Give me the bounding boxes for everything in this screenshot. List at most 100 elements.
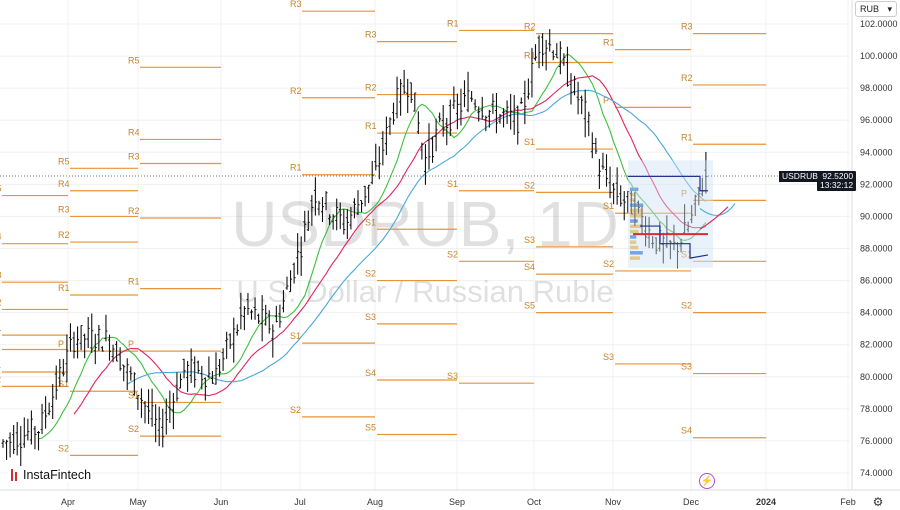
volume-bar bbox=[630, 229, 639, 234]
pivot-label: R1 bbox=[365, 121, 377, 131]
x-tick-label: Apr bbox=[61, 497, 75, 507]
x-tick-label: Sep bbox=[449, 497, 465, 507]
volume-bar bbox=[630, 208, 643, 213]
x-tick-label: Jun bbox=[214, 497, 229, 507]
volume-bar bbox=[630, 192, 635, 197]
pivot-label: P bbox=[128, 339, 134, 349]
brand-name: InstaFintech bbox=[23, 468, 92, 482]
pivot-label: R1 bbox=[681, 132, 693, 142]
pivot-label: S2 bbox=[365, 269, 376, 279]
moving-averages bbox=[38, 53, 707, 440]
pivot-label: P bbox=[681, 188, 687, 198]
brand-logo: InstaFintech bbox=[8, 468, 94, 482]
y-tick-label: 84.0000 bbox=[860, 308, 893, 318]
pivot-label: S2 bbox=[58, 443, 69, 453]
y-axis: 102.0000 100.0000 98.0000 96.0000 94.0000 92.… bbox=[851, 0, 898, 490]
x-tick-label: 2024 bbox=[756, 497, 776, 507]
pivot-label: S3 bbox=[524, 235, 535, 245]
bar-countdown: 13:32:12 bbox=[820, 180, 854, 190]
pivot-label: S1 bbox=[365, 217, 376, 227]
pivot-label: S1 bbox=[58, 379, 69, 389]
pivot-label: S4 bbox=[524, 262, 535, 272]
y-tick-label: 92.0000 bbox=[860, 179, 893, 189]
pivot-label: S1 bbox=[603, 201, 614, 211]
volume-bar bbox=[630, 224, 642, 229]
pivot-label: R2 bbox=[0, 297, 2, 307]
watermark-subtitle: U.S. Dollar / Russian Ruble bbox=[236, 274, 613, 309]
y-tick-label: 102.0000 bbox=[860, 19, 898, 29]
y-tick-label: 100.0000 bbox=[860, 51, 898, 61]
last-price-tag: USDRUB 92.5200 13:32:12 bbox=[779, 171, 857, 191]
pivot-label: R3 bbox=[290, 0, 302, 9]
volume-bar bbox=[630, 245, 639, 250]
pivot-label: R2 bbox=[681, 73, 693, 83]
x-tick-label: Nov bbox=[605, 497, 622, 507]
pivot-label: R1 bbox=[128, 277, 140, 287]
pivot-label: S4 bbox=[681, 426, 692, 436]
y-tick-label: 96.0000 bbox=[860, 115, 893, 125]
pivot-label: R1 bbox=[290, 163, 302, 173]
y-tick-label: 76.0000 bbox=[860, 436, 893, 446]
pivot-label: S5 bbox=[365, 423, 376, 433]
pivot-label: R1 bbox=[447, 18, 459, 28]
x-tick-label: Dec bbox=[683, 497, 700, 507]
pivot-label: S3 bbox=[681, 362, 692, 372]
pivot-levels: R5 R4 R3 R2 R1 P S1 S2 R5 R4 R3 R2 R1 P S1 S2 R5 R4 R3 R2 R1… bbox=[0, 0, 766, 456]
pivot-label: S3 bbox=[447, 371, 458, 381]
pivot-label: S1 bbox=[447, 179, 458, 189]
pivot-label: S1 bbox=[681, 249, 692, 259]
pivot-label: S2 bbox=[0, 374, 1, 384]
pivot-label: S2 bbox=[681, 301, 692, 311]
pivot-label: R2 bbox=[524, 22, 536, 32]
pivot-label: S2 bbox=[524, 180, 535, 190]
pivot-label: R3 bbox=[128, 152, 140, 162]
y-tick-label: 82.0000 bbox=[860, 340, 893, 350]
x-tick-label: Feb bbox=[840, 497, 856, 507]
candles bbox=[1, 29, 708, 467]
pivot-label: S2 bbox=[603, 259, 614, 269]
y-tick-label: 74.0000 bbox=[860, 468, 893, 478]
pivot-label: R2 bbox=[290, 86, 302, 96]
moving-average-line bbox=[126, 89, 707, 385]
moving-average-line bbox=[38, 53, 707, 440]
pivot-label: R1 bbox=[58, 283, 70, 293]
pivot-label: R4 bbox=[0, 232, 2, 242]
y-tick-label: 78.0000 bbox=[860, 404, 893, 414]
y-tick-label: 94.0000 bbox=[860, 147, 893, 157]
pivot-label: R5 bbox=[58, 156, 70, 166]
volume-bar bbox=[630, 219, 638, 223]
pivot-label: P bbox=[603, 95, 609, 105]
pivot-label: R1 bbox=[524, 50, 536, 60]
pivot-label: R5 bbox=[0, 184, 2, 194]
pivot-label: S1 bbox=[290, 331, 301, 341]
pivot-label: R1 bbox=[0, 323, 2, 333]
pivot-label: R4 bbox=[128, 127, 140, 137]
volume-bar bbox=[630, 214, 643, 218]
watermark-title: USDRUB, 1D bbox=[231, 188, 619, 260]
y-tick-label: 88.0000 bbox=[860, 244, 893, 254]
pivot-label: S1 bbox=[0, 360, 1, 370]
pivot-label: S2 bbox=[128, 424, 139, 434]
x-tick-label: May bbox=[129, 497, 147, 507]
trade-overlay bbox=[628, 160, 736, 268]
currency-select[interactable]: RUB ▾ bbox=[855, 1, 897, 17]
pivot-label: S4 bbox=[365, 368, 376, 378]
x-tick-label: Oct bbox=[527, 497, 542, 507]
pivot-label: S1 bbox=[128, 390, 139, 400]
pivot-label: S3 bbox=[603, 352, 614, 362]
last-price-value: 92.5200 bbox=[822, 171, 854, 181]
pivot-label: R3 bbox=[365, 30, 377, 40]
pivot-label: R5 bbox=[128, 55, 140, 65]
x-tick-label: Jul bbox=[294, 497, 306, 507]
pivot-label: R3 bbox=[58, 204, 70, 214]
price-tag-symbol: USDRUB bbox=[779, 171, 821, 182]
pivot-label: R2 bbox=[58, 230, 70, 240]
pivot-label: S2 bbox=[447, 249, 458, 259]
gear-icon[interactable]: ⚙ bbox=[872, 495, 884, 509]
volume-bar bbox=[630, 256, 641, 260]
volume-bar bbox=[630, 203, 644, 207]
currency-label: RUB bbox=[860, 4, 880, 14]
pivot-label: R1 bbox=[603, 38, 615, 48]
lightning-icon[interactable]: ⚡ bbox=[699, 473, 715, 489]
